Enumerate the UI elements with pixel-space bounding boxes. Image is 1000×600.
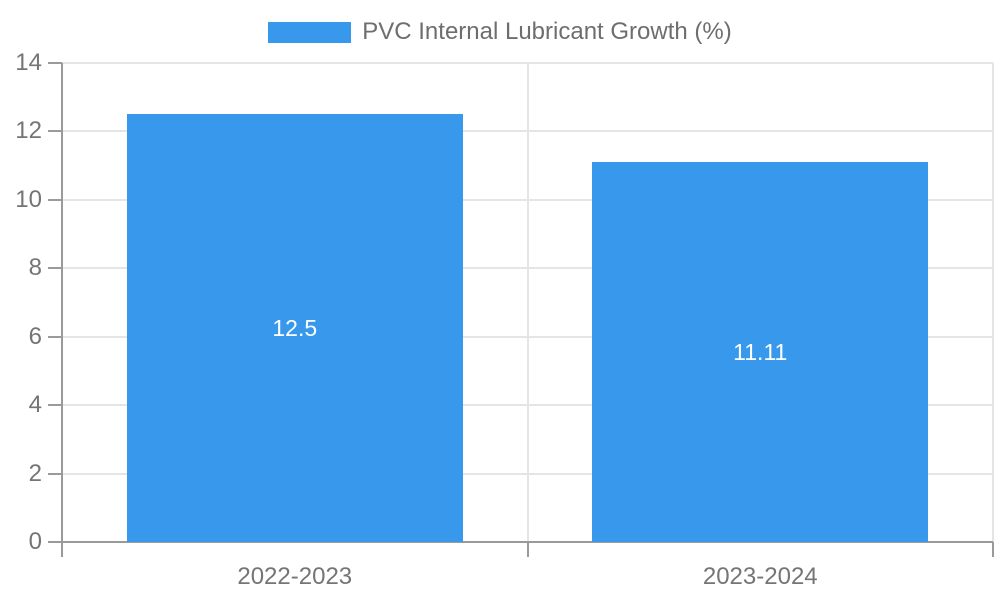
legend-item[interactable]: PVC Internal Lubricant Growth (%): [0, 18, 1000, 46]
legend-swatch-icon: [268, 21, 352, 43]
y-axis-tick: [48, 335, 62, 338]
bar[interactable]: [126, 114, 463, 542]
y-axis-tick: [48, 404, 62, 407]
y-axis-label: 8: [28, 254, 42, 282]
x-axis-label: 2022-2023: [237, 563, 353, 590]
x-axis-tick: [526, 542, 529, 557]
y-axis-tick: [48, 541, 62, 543]
y-axis-tick: [48, 472, 62, 475]
category-divider-gridline: [992, 63, 994, 542]
y-axis-label: 12: [15, 117, 42, 145]
y-axis-label: 4: [28, 391, 42, 419]
y-axis-line: [61, 63, 63, 542]
y-axis-tick: [48, 267, 62, 270]
bar[interactable]: [592, 161, 929, 542]
y-axis-tick: [48, 130, 62, 133]
x-axis-tick: [61, 542, 63, 557]
y-axis-label: 0: [28, 528, 42, 555]
legend-label: PVC Internal Lubricant Growth (%): [362, 18, 732, 45]
y-axis-tick: [48, 198, 62, 201]
y-axis-label: 2: [28, 459, 42, 487]
y-axis-label: 6: [28, 322, 42, 350]
y-axis-label: 10: [15, 185, 42, 213]
category-divider-gridline: [526, 63, 529, 542]
bar-value-label: 12.5: [272, 315, 318, 342]
y-axis-tick: [48, 62, 62, 64]
bar-value-label: 11.11: [733, 338, 788, 365]
x-axis-tick: [992, 542, 994, 557]
x-axis-label: 2023-2024: [702, 563, 818, 590]
x-axis-line: [61, 541, 993, 543]
y-axis-label: 14: [15, 49, 42, 76]
